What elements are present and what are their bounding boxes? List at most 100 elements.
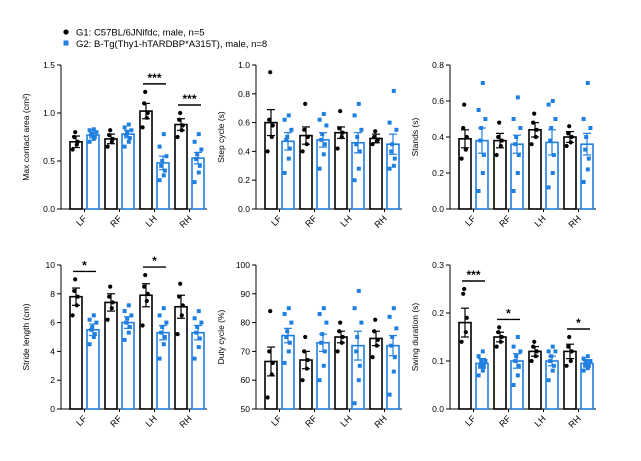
- data-point-g2: [319, 137, 324, 142]
- data-point-g2: [196, 309, 201, 314]
- data-point-g2: [87, 317, 92, 322]
- data-point-g2: [546, 102, 551, 107]
- data-point-g1: [72, 134, 77, 140]
- data-point-g1: [340, 130, 345, 135]
- data-point-g1: [375, 137, 380, 142]
- data-point-g2: [355, 335, 360, 339]
- y-tick-label: 10: [46, 260, 56, 270]
- data-point-g2: [546, 185, 551, 190]
- data-point-g1: [533, 354, 538, 359]
- data-point-g2: [126, 330, 131, 335]
- data-point-g1: [268, 308, 273, 314]
- data-point-g2: [387, 392, 392, 397]
- y-tick-label: 0.4: [432, 132, 444, 142]
- data-point-g1: [269, 134, 274, 140]
- data-point-g2: [159, 163, 164, 168]
- data-point-g2: [284, 335, 289, 339]
- data-point-g2: [195, 152, 200, 157]
- y-tick-label: 0.2: [432, 168, 444, 178]
- significance-label: *: [506, 306, 511, 320]
- chart-panel-4: 0 2 4 6 8 10 Stride length (cm) LF RF LH RH * *: [21, 254, 207, 430]
- data-point-g1: [335, 146, 340, 151]
- data-point-g2: [321, 152, 326, 157]
- data-point-g2: [352, 178, 357, 183]
- data-point-g2: [511, 189, 516, 193]
- data-point-g2: [513, 359, 518, 363]
- bar-G1-RH: [174, 305, 188, 410]
- legend: G1: C57BL/6JNifdc, male, n=5 G2: B-Tg(Th…: [63, 28, 267, 50]
- data-point-g1: [177, 294, 182, 299]
- x-tick-label: LF: [74, 213, 89, 228]
- data-point-g2: [122, 125, 127, 130]
- data-point-g1: [496, 330, 501, 335]
- data-point-g2: [91, 335, 96, 339]
- data-point-g2: [359, 320, 364, 325]
- data-point-g2: [282, 117, 287, 122]
- y-tick-label: 70: [241, 346, 251, 356]
- significance-label: ***: [147, 71, 161, 85]
- data-point-g2: [324, 123, 329, 128]
- significance-label: ***: [182, 92, 196, 106]
- data-point-g2: [588, 359, 593, 363]
- data-point-g1: [300, 378, 305, 383]
- y-tick-label: 0.2: [238, 175, 250, 185]
- data-point-g2: [356, 101, 361, 106]
- bar-G1-LH: [528, 129, 542, 210]
- data-point-g1: [143, 89, 148, 94]
- y-axis-label: Swing duration (s): [410, 303, 420, 372]
- data-point-g1: [143, 272, 148, 278]
- y-tick-label: 0.1: [432, 356, 444, 366]
- y-tick-label: 50: [241, 404, 251, 414]
- data-point-g2: [588, 126, 593, 130]
- data-point-g2: [321, 111, 326, 116]
- data-point-g1: [179, 128, 184, 133]
- data-point-g2: [553, 349, 558, 354]
- data-point-g2: [192, 139, 197, 144]
- data-point-g2: [159, 330, 164, 335]
- data-point-g2: [89, 327, 94, 332]
- data-point-g1: [267, 117, 272, 122]
- x-tick-label: LF: [74, 413, 89, 428]
- data-point-g1: [569, 349, 574, 354]
- data-point-g2: [553, 117, 558, 121]
- data-point-g1: [304, 142, 309, 147]
- legend-item-g1: G1: C57BL/6JNifdc, male, n=5: [63, 28, 205, 39]
- legend-marker-g1: [63, 29, 69, 35]
- data-point-g1: [180, 303, 185, 308]
- x-tick-label: RF: [108, 213, 124, 229]
- data-point-g2: [389, 343, 394, 348]
- y-tick-label: 90: [241, 289, 251, 299]
- data-point-g2: [515, 335, 520, 339]
- data-point-g1: [464, 315, 469, 320]
- x-tick-label: RF: [497, 213, 513, 229]
- data-point-g2: [390, 335, 395, 339]
- data-point-g2: [129, 128, 134, 133]
- data-point-g1: [144, 115, 149, 120]
- data-point-g1: [532, 111, 537, 116]
- data-point-g2: [122, 337, 127, 342]
- bar-G1-LH: [334, 336, 348, 410]
- y-tick-label: 4: [50, 346, 55, 356]
- data-point-g2: [549, 126, 554, 130]
- data-point-g1: [107, 132, 112, 138]
- significance-label: ***: [466, 268, 480, 282]
- data-point-g1: [338, 320, 343, 325]
- y-tick-label: 0.2: [432, 308, 444, 318]
- data-point-g1: [494, 344, 499, 349]
- significance-label: *: [82, 258, 87, 272]
- bar-G2-RH: [191, 331, 205, 410]
- data-point-g2: [585, 167, 590, 172]
- data-point-g1: [75, 139, 80, 144]
- data-point-g1: [340, 334, 345, 340]
- data-point-g2: [125, 130, 130, 135]
- y-axis-label: Duty cycle (%): [216, 309, 226, 364]
- data-point-g2: [289, 320, 294, 325]
- data-point-g2: [192, 316, 197, 321]
- data-point-g2: [390, 142, 395, 147]
- data-point-g1: [339, 340, 344, 345]
- data-point-g2: [585, 366, 590, 371]
- data-point-g2: [583, 363, 588, 368]
- bar-G2-LF: [281, 334, 295, 410]
- data-point-g2: [87, 139, 92, 144]
- data-point-g2: [352, 306, 357, 311]
